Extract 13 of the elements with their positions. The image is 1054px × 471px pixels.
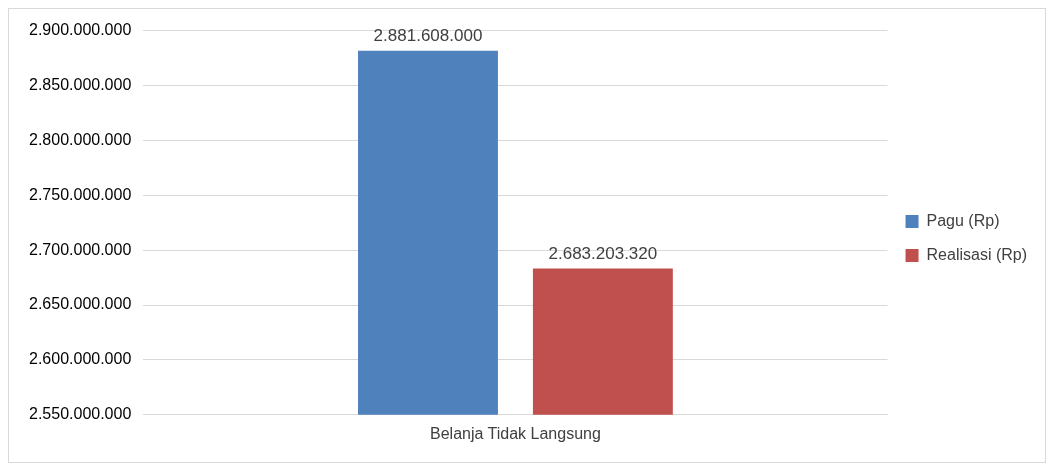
data-label: 2.881.608.000 [373, 25, 483, 45]
y-tick-label: 2.750.000.000 [28, 185, 132, 203]
legend-label: Realisasi (Rp) [926, 245, 1027, 263]
legend-label: Pagu (Rp) [926, 211, 1000, 229]
y-tick-label: 2.850.000.000 [28, 75, 132, 93]
x-tick-label: Belanja Tidak Langsung [430, 424, 601, 442]
y-tick-label: 2.650.000.000 [28, 295, 132, 313]
y-tick-label: 2.550.000.000 [28, 405, 132, 423]
y-tick-label: 2.600.000.000 [28, 350, 132, 368]
y-tick-label: 2.800.000.000 [28, 130, 132, 148]
y-tick-label: 2.700.000.000 [28, 240, 132, 258]
y-tick-label: 2.900.000.000 [28, 21, 132, 39]
data-label: 2.683.203.320 [548, 243, 658, 263]
